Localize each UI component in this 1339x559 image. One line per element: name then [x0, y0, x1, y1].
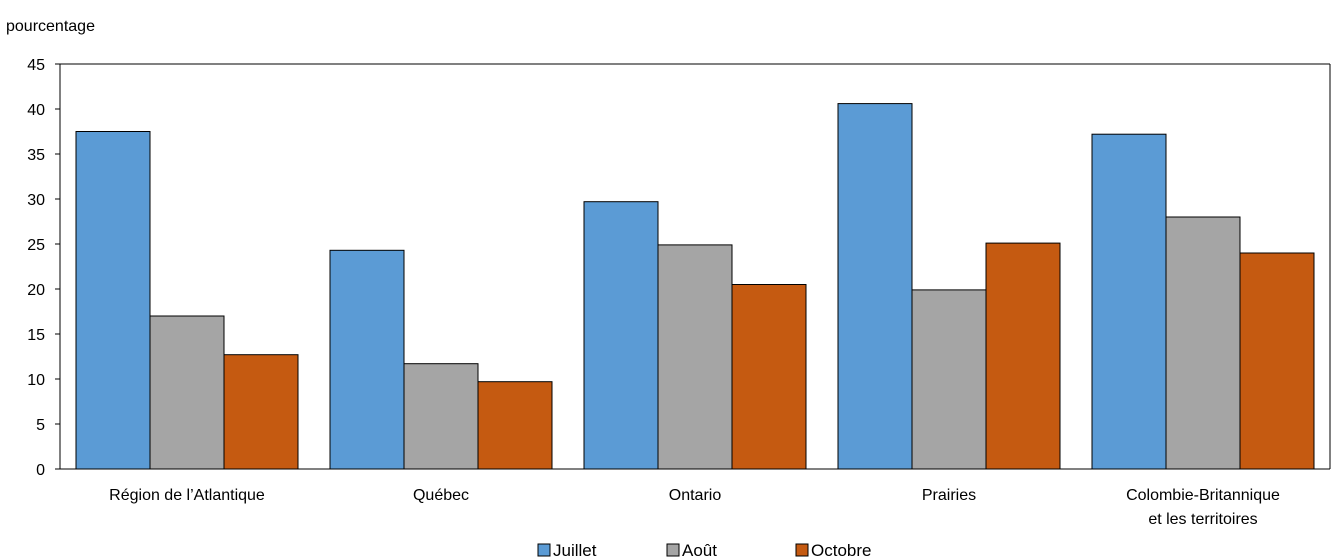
bar-ao-t-2	[657, 244, 733, 470]
x-axis-category-labels: Région de l’Atlantique Québec Ontario Prair…	[109, 487, 1280, 528]
bars	[75, 103, 1315, 470]
bar-juillet-0	[75, 131, 151, 470]
bar-ao-t-1	[403, 363, 479, 470]
legend-swatch	[795, 543, 809, 557]
category-label: et les territoires	[1148, 511, 1257, 528]
legend-label: Octobre	[811, 541, 871, 559]
y-axis-title: pourcentage	[6, 18, 95, 35]
category-label: Colombie-Britannique	[1126, 487, 1280, 504]
bar-ao-t-4	[1165, 216, 1241, 470]
bar-juillet-2	[583, 201, 659, 470]
legend-label: Août	[682, 541, 717, 559]
y-tick-label: 15	[27, 327, 45, 344]
bar-octobre-0	[223, 354, 299, 470]
bar-juillet-1	[329, 249, 405, 470]
y-tick-label: 25	[27, 237, 45, 254]
y-tick-label: 5	[36, 417, 45, 434]
y-tick-label: 10	[27, 372, 45, 389]
bar-octobre-2	[731, 284, 807, 470]
category-label: Prairies	[922, 487, 976, 504]
y-tick-label: 40	[27, 102, 45, 119]
y-tick-label: 0	[36, 462, 45, 479]
legend-swatch	[537, 543, 551, 557]
legend: Juillet Août Octobre	[537, 541, 871, 559]
y-tick-label: 35	[27, 147, 45, 164]
bar-octobre-4	[1239, 252, 1315, 470]
y-tick-label: 20	[27, 282, 45, 299]
y-axis-ticks: 0 5 10 15 20 25 30 35 40 45	[27, 57, 60, 479]
category-label: Ontario	[669, 487, 722, 504]
category-label: Région de l’Atlantique	[109, 487, 265, 504]
category-label: Québec	[413, 487, 469, 504]
legend-swatch	[666, 543, 680, 557]
bar-octobre-3	[985, 242, 1061, 470]
bar-ao-t-0	[149, 315, 225, 470]
bar-octobre-1	[477, 381, 553, 470]
y-tick-label: 45	[27, 57, 45, 74]
bar-juillet-4	[1091, 133, 1167, 470]
axes	[59, 63, 1331, 470]
y-tick-label: 30	[27, 192, 45, 209]
legend-label: Juillet	[553, 541, 597, 559]
bar-ao-t-3	[911, 289, 987, 470]
bar-juillet-3	[837, 103, 913, 470]
